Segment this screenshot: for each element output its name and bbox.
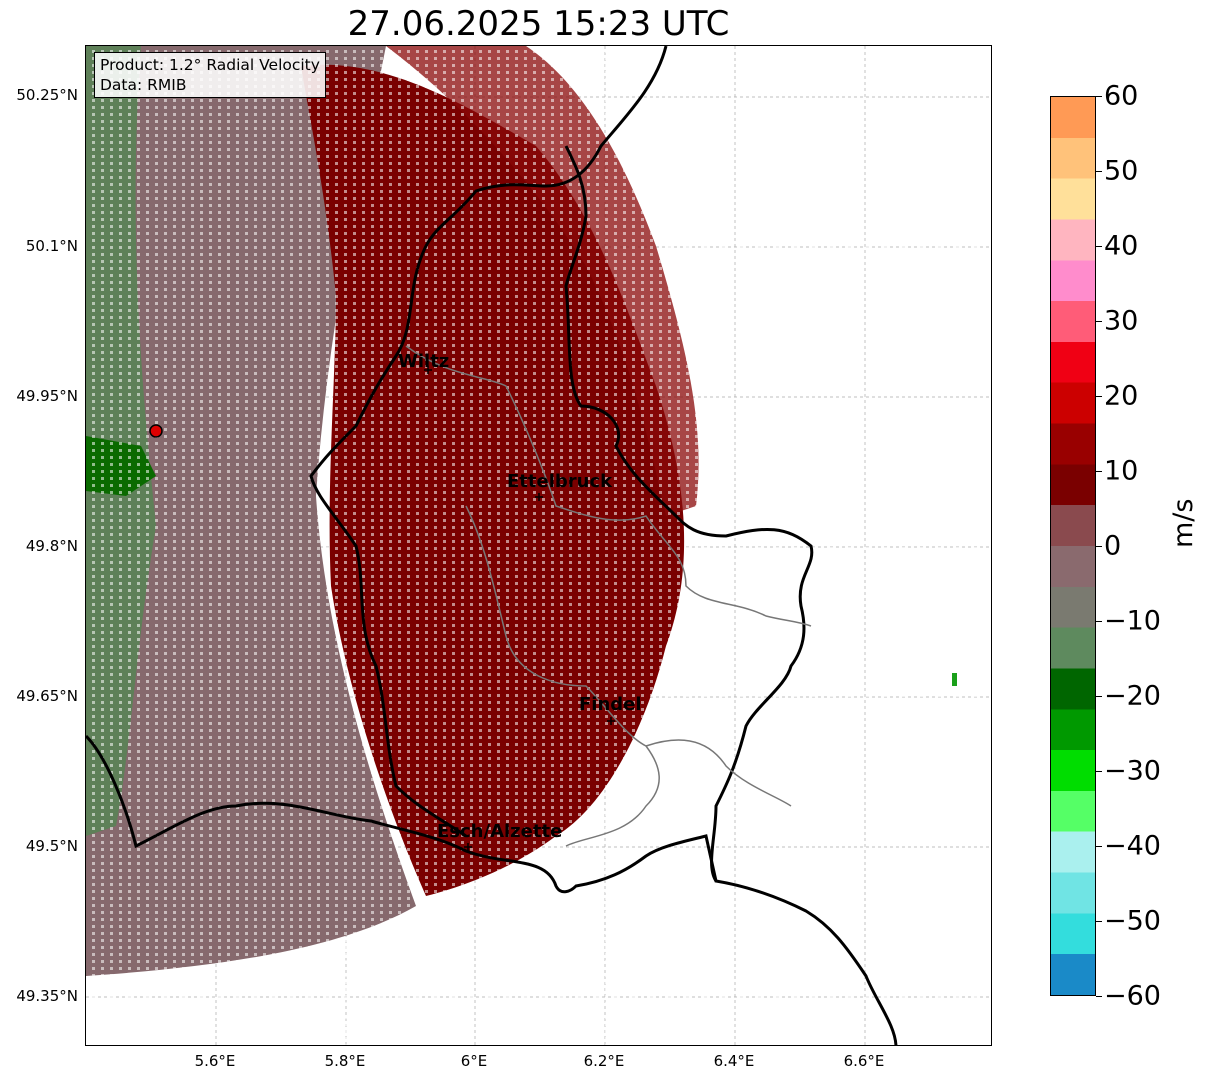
lat-tick-label: 49.35°N xyxy=(16,987,78,1005)
colorbar-tick-mark xyxy=(1096,171,1102,172)
colorbar-tick-label: −10 xyxy=(1104,605,1161,637)
colorbar-tick-label: 0 xyxy=(1104,530,1122,562)
colorbar-tick-mark xyxy=(1096,921,1102,922)
lat-tick-label: 49.5°N xyxy=(25,837,78,855)
colorbar-tick-label: 10 xyxy=(1104,455,1139,487)
colorbar-tick-label: 20 xyxy=(1104,380,1139,412)
map-title: 27.06.2025 15:23 UTC xyxy=(347,4,730,44)
colorbar-tick-mark xyxy=(1096,246,1102,247)
lon-tick-label: 6.6°E xyxy=(843,1052,885,1070)
colorbar-tick-mark xyxy=(1096,321,1102,322)
lat-tick-label: 49.8°N xyxy=(25,537,78,555)
city-label-esch-alzette: Esch/Alzette xyxy=(437,821,563,842)
lat-tick-label: 50.25°N xyxy=(16,86,78,104)
city-label-findel: Findel xyxy=(579,694,642,715)
colorbar-tick-label: −30 xyxy=(1104,755,1161,787)
radar-echoes xyxy=(86,46,991,1045)
city-label-wiltz: Wiltz xyxy=(398,351,450,372)
colorbar-tick-label: 50 xyxy=(1104,155,1139,187)
canton-border-3 xyxy=(645,739,792,807)
lon-tick-label: 5.8°E xyxy=(324,1052,366,1070)
colorbar xyxy=(1050,96,1096,996)
lon-tick-label: 6°E xyxy=(460,1052,488,1070)
colorbar-tick-label: −40 xyxy=(1104,830,1161,862)
radar-map xyxy=(86,46,991,1045)
city-label-ettelbruck: Ettelbruck xyxy=(507,471,613,492)
country-border-east xyxy=(564,145,814,882)
lon-tick-label: 6.4°E xyxy=(713,1052,755,1070)
echo-white-gaps xyxy=(86,46,991,1045)
country-border-north xyxy=(309,46,668,838)
isolated-echo xyxy=(952,673,957,686)
colorbar-tick-label: 40 xyxy=(1104,230,1139,262)
colorbar-tick-mark xyxy=(1096,771,1102,772)
lon-tick-label: 5.6°E xyxy=(194,1052,236,1070)
lat-tick-label: 49.95°N xyxy=(16,387,78,405)
colorbar-tick-mark xyxy=(1096,846,1102,847)
country-border xyxy=(86,734,898,1045)
colorbar-unit-label: m/s xyxy=(1168,498,1199,548)
lon-tick-label: 6.2°E xyxy=(583,1052,625,1070)
city-markers xyxy=(424,366,615,851)
map-area[interactable] xyxy=(85,45,992,1046)
colorbar-tick-label: −20 xyxy=(1104,680,1161,712)
colorbar-tick-mark xyxy=(1096,96,1102,97)
colorbar-tick-mark xyxy=(1096,696,1102,697)
colorbar-tick-label: 30 xyxy=(1104,305,1139,337)
lat-tick-label: 49.65°N xyxy=(16,687,78,705)
colorbar-tick-mark xyxy=(1096,996,1102,997)
colorbar-tick-mark xyxy=(1096,471,1102,472)
product-label: Product: 1.2° Radial Velocity xyxy=(100,56,320,74)
data-source-label: Data: RMIB xyxy=(100,76,187,94)
canton-border xyxy=(405,345,812,627)
colorbar-tick-label: −60 xyxy=(1104,980,1161,1012)
colorbar-tick-label: 60 xyxy=(1104,80,1139,112)
colorbar-tick-mark xyxy=(1096,546,1102,547)
borders xyxy=(86,46,898,1045)
radar-site-marker xyxy=(149,424,163,438)
product-info-box: Product: 1.2° Radial Velocity Data: RMIB xyxy=(94,52,326,98)
colorbar-tick-mark xyxy=(1096,621,1102,622)
lat-tick-label: 50.1°N xyxy=(25,237,78,255)
canton-border-2 xyxy=(465,505,660,847)
colorbar-tick-mark xyxy=(1096,396,1102,397)
colorbar-tick-label: −50 xyxy=(1104,905,1161,937)
